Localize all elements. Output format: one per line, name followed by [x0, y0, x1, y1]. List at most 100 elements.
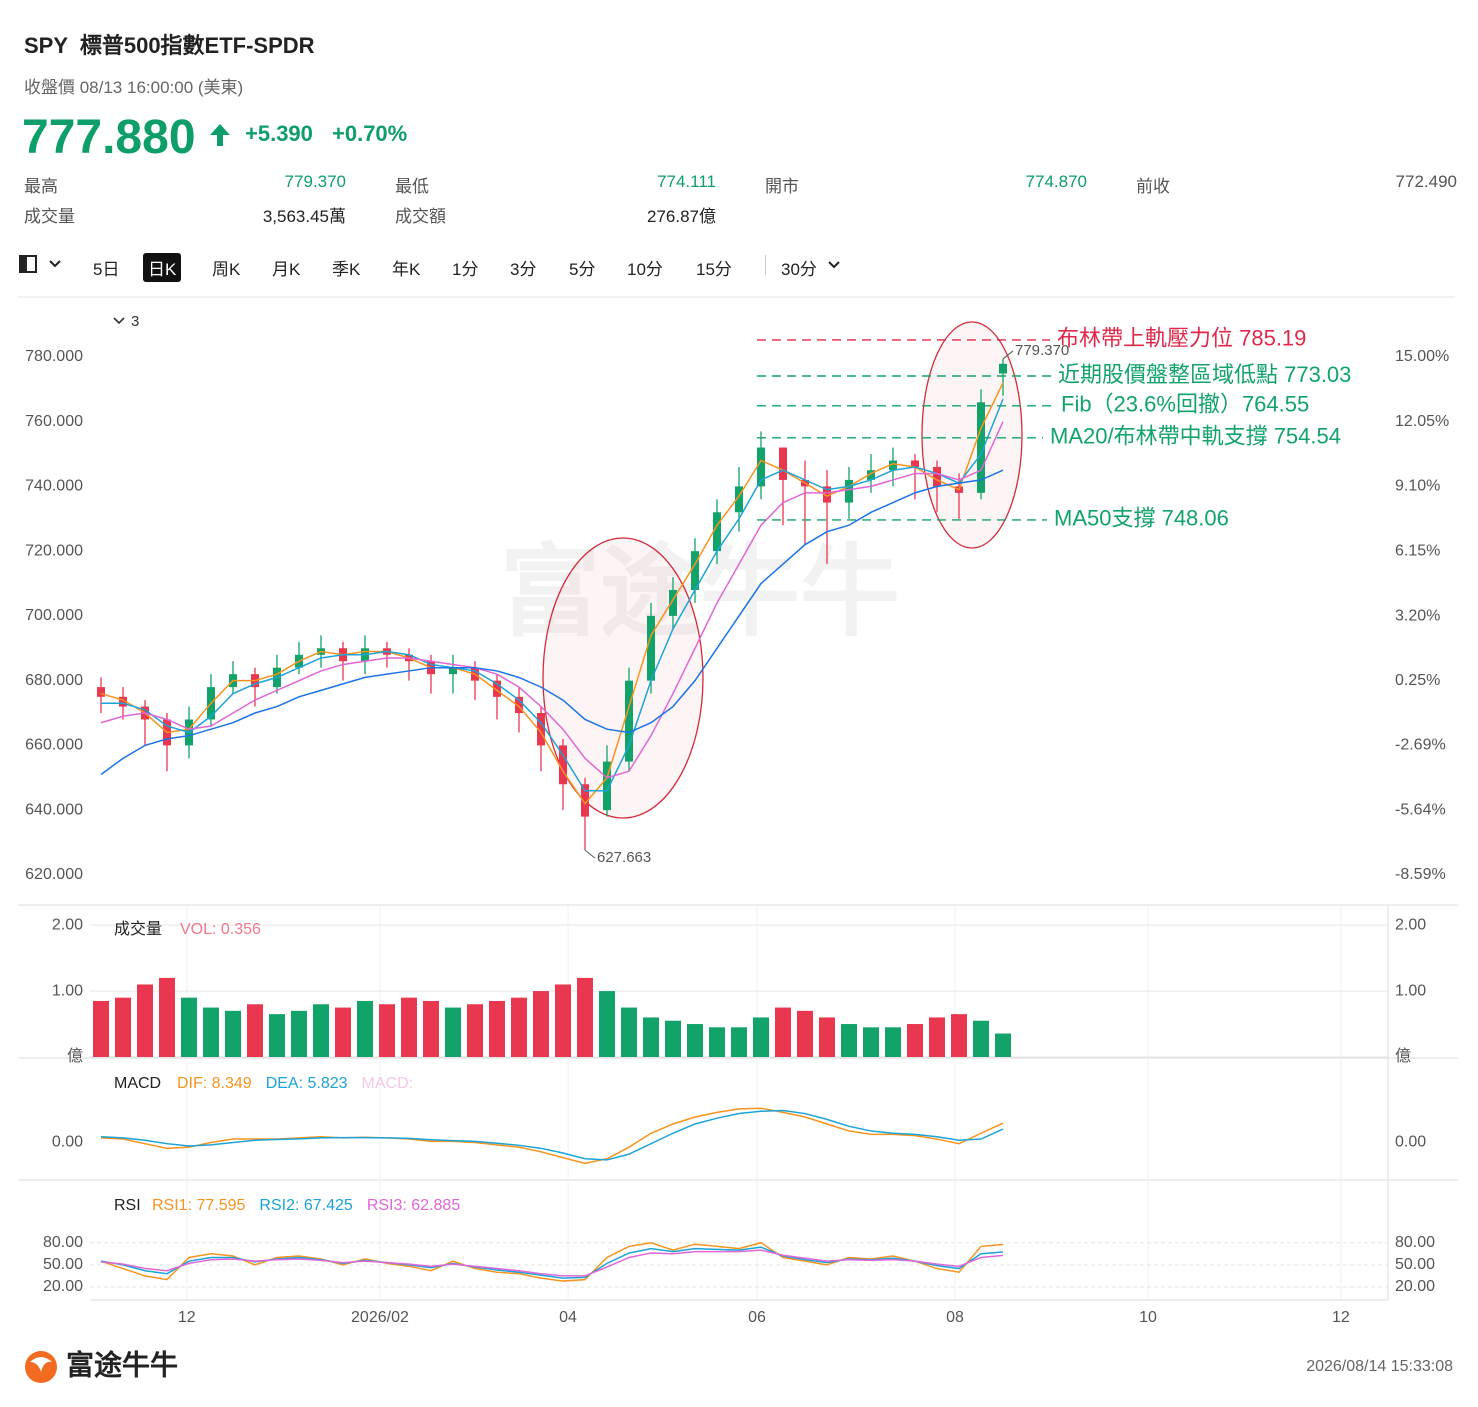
- stat-label: 最高: [24, 177, 58, 196]
- candle-body: [933, 466, 941, 487]
- tab[interactable]: 日K: [143, 253, 182, 282]
- y-tick-label-right: 80.00: [1395, 1234, 1435, 1251]
- candle-body: [449, 667, 457, 675]
- y-tick-label: 640.000: [25, 801, 83, 818]
- candle-body: [911, 460, 919, 467]
- candle-body: [625, 680, 633, 762]
- x-tick-label: 12: [178, 1309, 196, 1326]
- y-tick-label: 680.000: [25, 672, 83, 689]
- candle-body: [867, 470, 875, 480]
- tab[interactable]: 10分: [627, 260, 663, 279]
- annotation-label: 近期股價盤整區域低點 773.03: [1058, 362, 1351, 387]
- stat-label: 最低: [395, 177, 429, 196]
- stat-value: 774.111: [657, 172, 716, 191]
- extreme-label: 779.370: [1015, 342, 1069, 359]
- annotation-label: Fib（23.6%回撤）764.55: [1061, 392, 1309, 417]
- line: [100, 1246, 1004, 1279]
- chevron[interactable]: [826, 257, 842, 273]
- panel-title: RSI: [114, 1197, 141, 1214]
- candle-body: [757, 447, 765, 487]
- stat-value: 3,563.45萬: [262, 207, 346, 226]
- candle-body: [779, 447, 787, 480]
- y2-tick-label: 0.25%: [1395, 672, 1440, 689]
- tab[interactable]: 周K: [212, 260, 241, 279]
- x-tick-label: 04: [559, 1309, 577, 1326]
- y-tick-label: 620.000: [25, 866, 83, 883]
- x-tick-label: 10: [1139, 1309, 1157, 1326]
- volume-bar: [599, 991, 615, 1057]
- tab[interactable]: 5日: [93, 260, 120, 279]
- candle-body: [691, 551, 699, 590]
- stat-label: 成交量: [24, 207, 75, 226]
- volume-bar: [489, 1000, 505, 1057]
- subtitle: 收盤價 08/13 16:00:00 (美東): [24, 78, 244, 97]
- volume-bar: [379, 1004, 395, 1057]
- y-tick-label-right: 0.00: [1395, 1134, 1426, 1151]
- line: [100, 1241, 1004, 1282]
- y-tick-label: 660.000: [25, 737, 83, 754]
- volume-bar: [885, 1027, 901, 1057]
- tab[interactable]: 月K: [272, 260, 301, 279]
- y2-tick-label: 12.05%: [1395, 413, 1449, 430]
- footer-logo-text: 富途牛牛: [66, 1348, 178, 1380]
- volume-bar: [313, 1004, 329, 1057]
- legend-entry: DIF: 8.349: [177, 1075, 252, 1092]
- y2-tick-label: -8.59%: [1395, 866, 1446, 883]
- tab[interactable]: 30分: [781, 260, 817, 279]
- y-tick-label: 700.000: [25, 607, 83, 624]
- y-tick-label: 億: [67, 1047, 83, 1065]
- y2-tick-label: 15.00%: [1395, 348, 1449, 365]
- tab[interactable]: 年K: [392, 260, 421, 279]
- line: [100, 1249, 1004, 1277]
- tab[interactable]: 1分: [452, 260, 479, 279]
- x-tick-label: 2026/02: [351, 1309, 409, 1326]
- indicator-count[interactable]: 3: [131, 313, 139, 330]
- volume-bar: [753, 1017, 769, 1057]
- volume-bar: [995, 1033, 1011, 1057]
- volume-bar: [533, 991, 549, 1057]
- stat-label: 成交額: [395, 207, 446, 226]
- line: [100, 1109, 1004, 1161]
- stat-value: 276.87億: [647, 207, 716, 226]
- volume-bar: [687, 1024, 703, 1057]
- y2-tick-label: -2.69%: [1395, 737, 1446, 754]
- legend-entry: MACD:: [362, 1075, 414, 1092]
- volume-bar: [621, 1007, 637, 1057]
- volume-bar: [181, 997, 197, 1057]
- volume-bar: [951, 1014, 967, 1057]
- stat-value: 779.370: [284, 172, 346, 191]
- y2-tick-label: 6.15%: [1395, 542, 1440, 559]
- volume-bar: [291, 1010, 307, 1057]
- legend-entry: RSI2: 67.425: [259, 1197, 353, 1214]
- stat-value: 772.490: [1395, 172, 1457, 191]
- indicator-chevron[interactable]: [113, 317, 125, 325]
- change: +5.390: [245, 121, 313, 146]
- candle-body: [97, 687, 105, 697]
- extreme-label: 627.663: [597, 849, 651, 866]
- candle-body: [823, 486, 831, 503]
- line: [100, 421, 1004, 779]
- line: [100, 469, 1004, 776]
- tab[interactable]: 15分: [696, 260, 732, 279]
- y-tick-label: 780.000: [25, 348, 83, 365]
- stat-value: 774.870: [1025, 172, 1087, 191]
- annotation-label: MA50支撐 748.06: [1054, 506, 1229, 531]
- candle-body: [647, 615, 655, 681]
- volume-bar: [819, 1017, 835, 1057]
- tab[interactable]: 5分: [569, 260, 596, 279]
- y-tick-label: 80.00: [43, 1234, 83, 1251]
- tab[interactable]: 季K: [332, 260, 361, 279]
- candle-body: [999, 363, 1007, 374]
- x-tick-label: 08: [946, 1309, 964, 1326]
- line: [101, 398, 1004, 792]
- volume-bar: [775, 1007, 791, 1057]
- layout-toggle[interactable]: [18, 254, 66, 274]
- volume-bar: [335, 1007, 351, 1057]
- volume-bar: [555, 984, 571, 1057]
- volume-bar: [115, 997, 131, 1057]
- y2-tick-label: -5.64%: [1395, 801, 1446, 818]
- candle-body: [581, 784, 589, 817]
- volume-bar: [709, 1027, 725, 1057]
- tab[interactable]: 3分: [510, 260, 537, 279]
